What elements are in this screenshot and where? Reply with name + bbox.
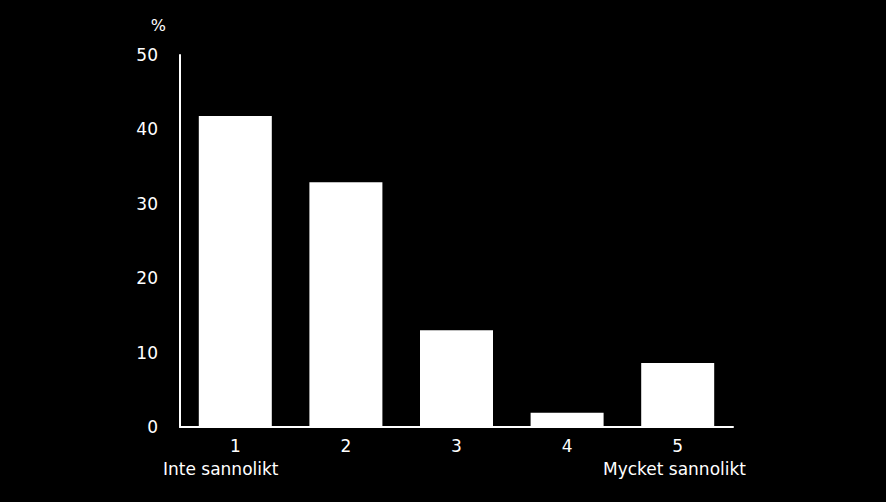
- svg-text:3: 3: [451, 436, 462, 456]
- svg-text:20: 20: [136, 268, 158, 288]
- svg-text:50: 50: [136, 45, 158, 65]
- svg-text:40: 40: [136, 119, 158, 139]
- svg-text:Inte sannolikt: Inte sannolikt: [163, 459, 279, 479]
- svg-text:Mycket sannolikt: Mycket sannolikt: [603, 459, 746, 479]
- svg-text:1: 1: [230, 436, 241, 456]
- svg-text:30: 30: [136, 194, 158, 214]
- svg-text:10: 10: [136, 343, 158, 363]
- svg-text:%: %: [151, 16, 166, 35]
- svg-text:4: 4: [562, 436, 573, 456]
- svg-text:5: 5: [672, 436, 683, 456]
- svg-text:0: 0: [147, 417, 158, 437]
- svg-text:2: 2: [340, 436, 351, 456]
